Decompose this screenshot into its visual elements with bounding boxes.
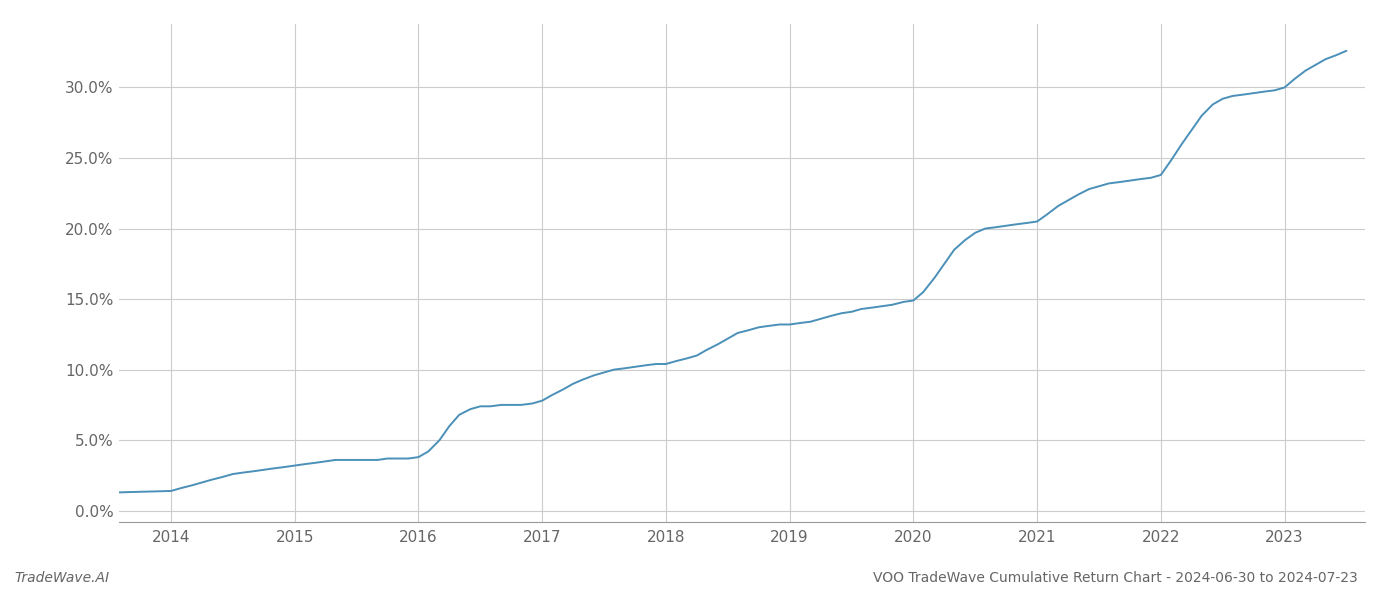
Text: VOO TradeWave Cumulative Return Chart - 2024-06-30 to 2024-07-23: VOO TradeWave Cumulative Return Chart - … bbox=[874, 571, 1358, 585]
Text: TradeWave.AI: TradeWave.AI bbox=[14, 571, 109, 585]
